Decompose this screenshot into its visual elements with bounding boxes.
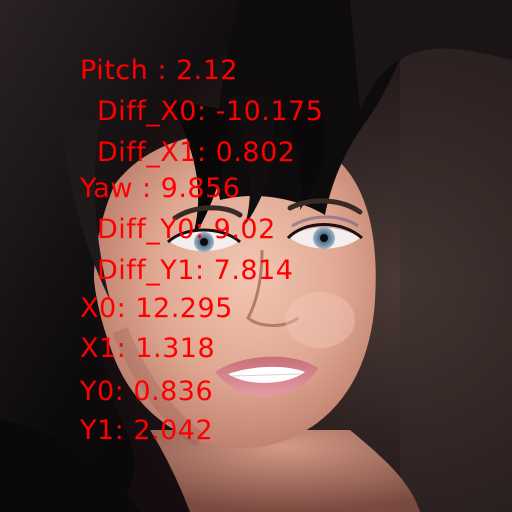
diff-x0-label: Diff_X0: -10.175 — [97, 96, 324, 127]
diff-x1-label: Diff_X1: 0.802 — [97, 137, 296, 168]
x0-label: X0: 12.295 — [80, 293, 233, 324]
x1-label: X1: 1.318 — [80, 333, 216, 364]
y1-label: Y1: 2.042 — [80, 415, 214, 446]
diff-y1-label: Diff_Y1: 7.814 — [97, 255, 294, 286]
yaw-label: Yaw : 9.856 — [80, 173, 241, 204]
pitch-label: Pitch : 2.12 — [80, 55, 239, 86]
diff-y0-label: Diff_Y0: 9.02 — [97, 214, 276, 245]
y0-label: Y0: 0.836 — [80, 376, 214, 407]
